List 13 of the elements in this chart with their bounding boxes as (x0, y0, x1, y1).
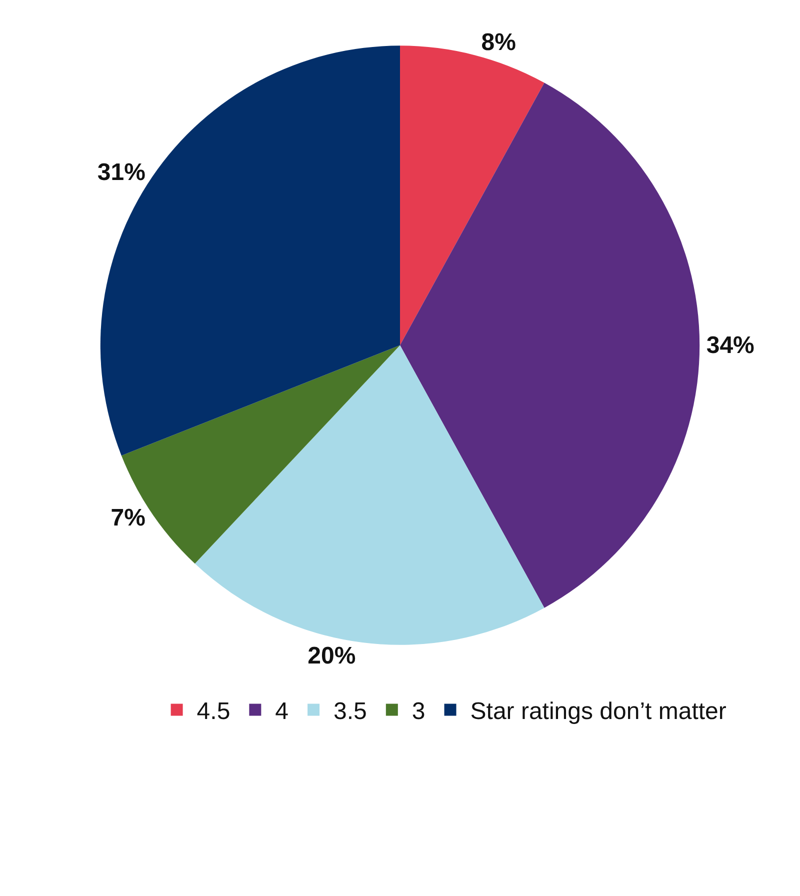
legend-label: 4.5 (196, 698, 230, 726)
legend-label: 3 (412, 698, 426, 726)
legend-label: 3.5 (334, 698, 367, 726)
data-label: 7% (110, 504, 146, 532)
data-label: 34% (706, 332, 754, 359)
legend-label: Star ratings don’t matter (470, 698, 726, 726)
pie-slice (194, 345, 544, 645)
data-label: 31% (97, 159, 146, 186)
pie-slice (100, 46, 400, 456)
data-label: 8% (481, 28, 516, 56)
legend-label: 4 (275, 698, 289, 726)
data-label: 20% (308, 642, 356, 670)
pie-slice (400, 82, 700, 608)
